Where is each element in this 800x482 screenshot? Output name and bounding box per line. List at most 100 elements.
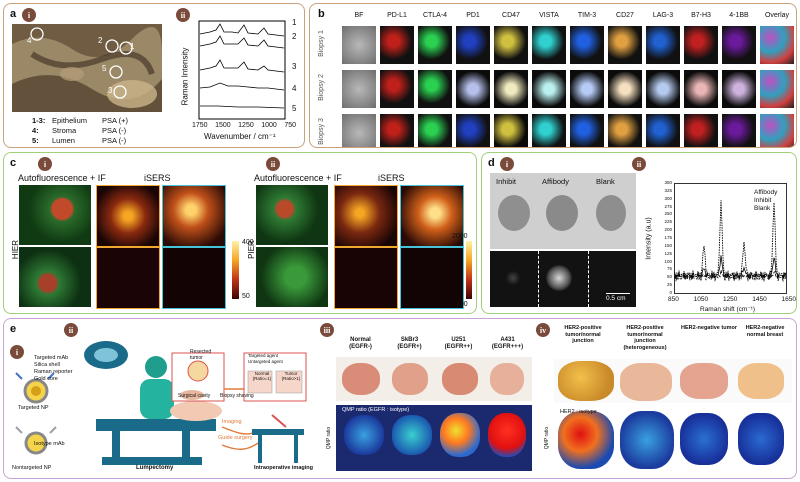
marker-tile (456, 114, 490, 147)
curve-label-4: 4 (292, 84, 297, 93)
her2-qmp-maps (554, 407, 792, 473)
pier-cbar-max: 2000 (452, 233, 468, 240)
d-xticks: 850 1050 1250 1450 1650 (668, 296, 796, 303)
c-right-side: PIER (246, 240, 256, 259)
curve-label-2: 2 (292, 32, 297, 41)
marker-header: VISTA (539, 12, 559, 19)
ytick: 350 (664, 180, 672, 185)
pier-isers-4 (400, 247, 464, 309)
marker-tile (722, 70, 756, 108)
hier-if-bottom (19, 247, 91, 307)
nanoparticle-schematic (15, 372, 57, 455)
marker-tile (342, 26, 376, 64)
targeted-np-label: Targeted NP (18, 405, 49, 411)
panel-b-label: b (318, 8, 325, 20)
curve-label-1: 1 (292, 18, 297, 27)
xtick: 1450 (752, 296, 767, 303)
ytick: 300 (664, 195, 672, 201)
panel-d-i-badge: i (500, 157, 514, 171)
marker-header: TIM-3 (577, 12, 597, 19)
marker-header: Overlay (764, 12, 790, 19)
egfr-column-header: A431 (EGFR+++) (491, 337, 524, 350)
marker-tile (760, 70, 794, 108)
marker-header: LAG-3 (652, 12, 674, 19)
hier-colorbar (232, 241, 239, 299)
marker-tile (342, 70, 376, 108)
marker-tile (456, 70, 490, 108)
hier-isers-3 (96, 247, 160, 309)
scale-bar-label: 0.5 cm (606, 295, 626, 302)
guide-surgery-label: Guide surgery (218, 435, 253, 441)
legend-row: 4: Stroma PSA (-) (32, 126, 127, 135)
marker-5: 5 (102, 64, 107, 73)
her2-ratio-title: HER2 : isotype (560, 409, 597, 415)
c-right-title: Autofluorescence + IF (254, 173, 342, 183)
marker-tile (684, 26, 718, 64)
agent-legend: Targeted agent Untargeted agent (248, 353, 283, 364)
panel-e-i-badge: i (10, 345, 24, 359)
panel-a: a i ii 4 2 1 5 3 1-3: Epithelium PSA (+) 4… (3, 3, 305, 148)
egfr-qmp-maps (336, 405, 532, 471)
marker-tile (646, 114, 680, 147)
panel-a-ii-badge: ii (176, 8, 190, 22)
ytick: 25 (666, 282, 672, 288)
xtick: 1250 (238, 122, 254, 129)
hier-isers-2 (162, 185, 226, 247)
legend-affibody: Affibody (754, 189, 778, 196)
panel-d-ii-badge: ii (632, 157, 646, 171)
xtick: 750 (284, 122, 296, 129)
ytick: 175 (664, 235, 672, 240)
imaging-label: Imaging (222, 419, 242, 425)
marker-tile (380, 70, 414, 108)
marker-header: CTLA-4 (422, 12, 448, 19)
panel-c-ii-badge: ii (266, 157, 280, 171)
raman-ylabel: Raman Intensity (180, 47, 190, 106)
surgical-cavity-label: Surgical cavity (178, 393, 211, 399)
marker-tile (456, 26, 490, 64)
ytick: 200 (664, 227, 672, 233)
marker-tile (608, 26, 642, 64)
np-label: Targeted mAb (34, 355, 69, 361)
hier-cbar-max: 400 (242, 239, 254, 246)
xtick: 1050 (693, 296, 709, 303)
d-yticks: 0 25 50 75 100 125 150 175 200 225 250 275 300 325 350 (658, 180, 672, 295)
hier-if-top (19, 185, 91, 245)
c-right-isers: iSERS (378, 173, 405, 183)
hier-isers-4 (162, 247, 226, 309)
ytick: 0 (669, 290, 672, 295)
col-blank: Blank (596, 177, 615, 186)
marker-header: 4-1BB (729, 12, 749, 19)
marker-tile (760, 114, 794, 147)
biopsy-label: Biopsy 1 (317, 30, 325, 57)
marker-tile (684, 70, 718, 108)
panel-e-iii-badge: iii (320, 323, 334, 337)
panel-a-i-badge: i (22, 8, 36, 22)
biopsy-shaving-label: Biopsy shaving (220, 393, 254, 399)
her2-column-header: HER2-positive tumor/normal junction (het… (623, 325, 667, 351)
raman-xlabel: Wavenumber / cm⁻¹ (204, 132, 276, 141)
xtick: 850 (668, 296, 679, 303)
egfr-column-header: Normal (EGFR-) (349, 337, 372, 350)
panel-e-ii-badge: ii (64, 323, 78, 337)
np-label: Gold core (34, 376, 58, 382)
marker-header: PD-L1 (387, 12, 407, 19)
hier-isers-1 (96, 185, 160, 247)
agent-box-tumor: Tumor (Ratio>1) (281, 371, 301, 381)
marker-tile (532, 114, 566, 147)
marker-tile (342, 114, 376, 147)
panel-d: d i ii Inhibit Affibody Blank 0.5 cm Int… (481, 152, 797, 314)
d-ylabel: Intensity (a.u) (645, 217, 653, 260)
marker-4: 4 (27, 36, 32, 45)
marker-tile (532, 26, 566, 64)
legend-row: 5: Lumen PSA (-) (32, 136, 127, 145)
xtick: 1250 (722, 296, 738, 303)
ytick: 250 (664, 211, 672, 217)
intraop-imaging-label: Intraoperative imaging (254, 465, 313, 471)
ytick: 100 (664, 258, 672, 264)
hier-cbar-min: 50 (242, 293, 250, 300)
panel-b: b BF PD-L1 CTLA-4 PD1 CD47 VISTA TIM-3 CD27 LAG-… (309, 3, 797, 148)
marker-tile (494, 114, 528, 147)
curve-label-5: 5 (292, 104, 297, 113)
pier-cbar-min: 100 (456, 301, 468, 308)
ytick: 275 (664, 203, 672, 209)
